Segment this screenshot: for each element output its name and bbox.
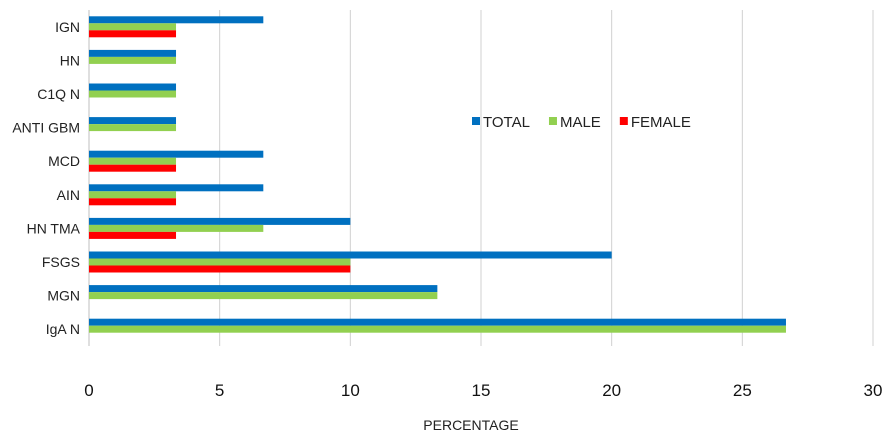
category-label: AIN (57, 187, 80, 203)
x-tick-labels: 0 5 10 15 20 25 30 (84, 381, 882, 400)
bar-total-ign (89, 16, 264, 24)
x-tick-label: 15 (472, 381, 491, 400)
legend-swatch-female (619, 117, 628, 125)
legend-label-male: MALE (560, 114, 601, 131)
legend: TOTAL MALE FEMALE (472, 114, 691, 131)
bar-female-ign (89, 30, 177, 38)
bar-female-ain (89, 198, 177, 206)
bar-male-mgn (89, 292, 438, 300)
bar-female-fsgs (89, 265, 351, 273)
bar-total-anti-gbm (89, 117, 177, 125)
bar-total-ain (89, 184, 264, 192)
x-tick-label: 25 (733, 381, 752, 400)
category-label: IGN (55, 19, 80, 35)
x-tick-label: 20 (602, 381, 621, 400)
bar-male-hn-tma (89, 224, 264, 232)
bar-female-hn-tma (89, 231, 177, 239)
bar-male-hn (89, 56, 177, 64)
legend-swatch-male (548, 117, 557, 125)
gridlines (88, 10, 874, 346)
category-label: HN TMA (27, 220, 81, 236)
bar-male-iga-n (89, 325, 786, 333)
bars (89, 16, 786, 333)
bar-total-c1q-n (89, 83, 177, 91)
category-label: C1Q N (37, 86, 80, 102)
bar-male-c1q-n (89, 90, 177, 98)
x-tick-label: 0 (84, 381, 93, 400)
bar-male-mcd (89, 157, 177, 165)
category-label: FSGS (42, 254, 80, 270)
bar-total-hn (89, 49, 177, 57)
category-label: ANTI GBM (12, 120, 80, 136)
bar-male-fsgs (89, 258, 351, 266)
legend-swatch-total (472, 117, 480, 125)
bar-male-ign (89, 23, 177, 31)
legend-label-total: TOTAL (483, 114, 530, 131)
bar-total-fsgs (89, 251, 612, 259)
category-labels: IGN HN C1Q N ANTI GBM MCD AIN HN TMA FSGS MGN IgA… (12, 19, 80, 337)
category-label: IgA N (46, 321, 80, 337)
bar-male-anti-gbm (89, 124, 177, 132)
legend-label-female: FEMALE (631, 114, 691, 131)
bar-total-hn-tma (89, 217, 351, 225)
x-axis-title: PERCENTAGE (423, 417, 518, 433)
bar-total-mgn (89, 285, 438, 293)
bar-total-iga-n (89, 318, 786, 326)
x-tick-label: 5 (215, 381, 224, 400)
bar-total-mcd (89, 150, 264, 158)
x-tick-label: 30 (864, 381, 883, 400)
bar-female-mcd (89, 164, 177, 172)
category-label: MCD (48, 153, 80, 169)
x-tick-label: 10 (341, 381, 360, 400)
category-label: HN (60, 52, 80, 68)
bar-male-ain (89, 191, 177, 199)
category-label: MGN (47, 288, 80, 304)
